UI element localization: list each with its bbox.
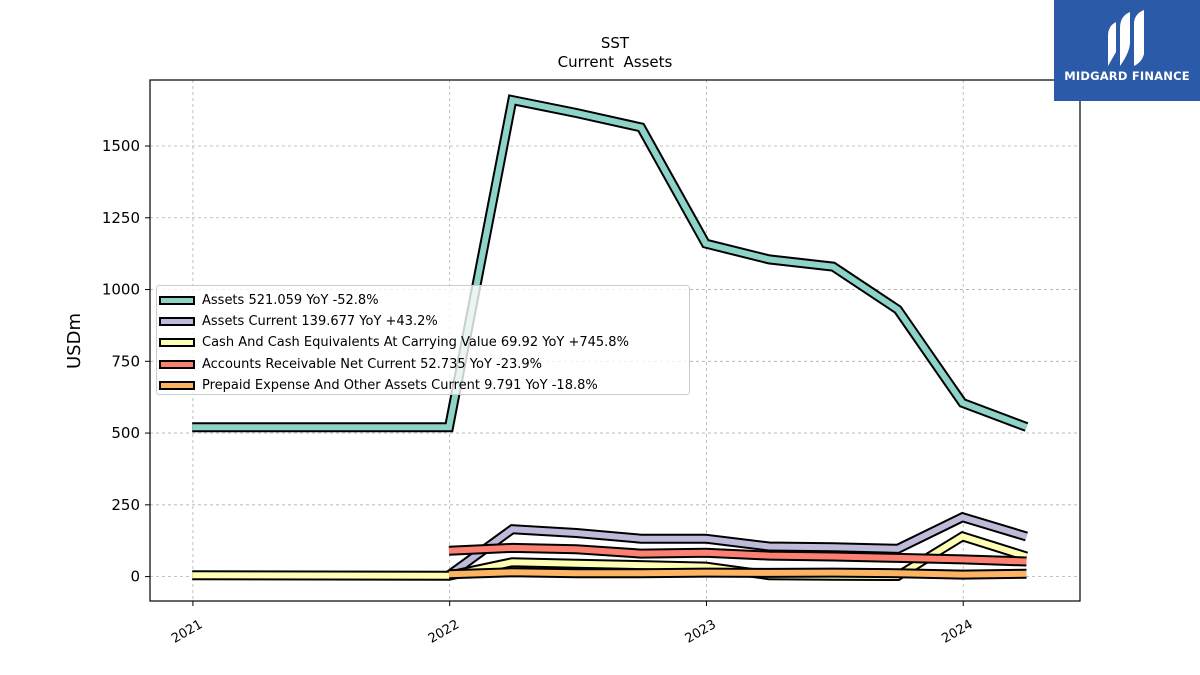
series-line-0 (192, 94, 1029, 433)
logo-mark-icon (1108, 10, 1144, 66)
legend-label: Accounts Receivable Net Current 52.735 Y… (202, 356, 543, 372)
chart-title: SST (601, 34, 630, 52)
legend-item: Accounts Receivable Net Current 52.735 Y… (157, 354, 689, 375)
legend-label: Prepaid Expense And Other Assets Current… (202, 377, 598, 393)
series-stroke (448, 544, 1027, 565)
series-layer (192, 94, 1029, 582)
chart-legend: Assets 521.059 YoY -52.8% Assets Current… (156, 285, 690, 395)
x-tick-label: 2023 (683, 617, 719, 647)
y-tick-label: 250 (111, 496, 140, 514)
y-axis-label: USDm (64, 313, 85, 369)
legend-item: Assets Current 139.677 YoY +43.2% (157, 311, 689, 332)
y-tick-label: 1000 (102, 281, 140, 299)
plot-frame (149, 79, 1081, 602)
legend-swatch (159, 359, 195, 369)
series-stroke (448, 569, 1027, 578)
legend-label: Assets Current 139.677 YoY +43.2% (202, 314, 438, 330)
y-tick-label: 1250 (102, 209, 140, 227)
legend-swatch (159, 317, 195, 327)
legend-item: Prepaid Expense And Other Assets Current… (157, 375, 689, 396)
legend-item: Cash And Cash Equivalents At Carrying Va… (157, 332, 689, 353)
legend-item: Assets 521.059 YoY -52.8% (157, 290, 689, 311)
x-tick-label: 2021 (169, 617, 205, 647)
x-tick-label: 2024 (939, 617, 975, 647)
y-tick-label: 500 (111, 424, 140, 442)
series-stroke (447, 513, 1028, 578)
legend-label: Assets 521.059 YoY -52.8% (202, 293, 379, 309)
legend-swatch (159, 296, 195, 306)
x-tick-label: 2022 (426, 617, 462, 647)
series-line-3 (448, 542, 1027, 567)
series-line-4 (448, 567, 1027, 580)
y-tick-label: 750 (111, 352, 140, 370)
brand-logo: MIDGARD FINANCE (1054, 0, 1200, 101)
series-stroke (192, 96, 1028, 431)
y-tick-label: 0 (130, 568, 140, 586)
brand-name: MIDGARD FINANCE (1064, 69, 1190, 83)
series-line-1 (446, 511, 1028, 580)
chart-subtitle: Current Assets (558, 53, 673, 71)
legend-swatch (159, 380, 195, 390)
legend-swatch (159, 338, 195, 348)
legend-label: Cash And Cash Equivalents At Carrying Va… (202, 335, 629, 351)
y-tick-label: 1500 (102, 137, 140, 155)
